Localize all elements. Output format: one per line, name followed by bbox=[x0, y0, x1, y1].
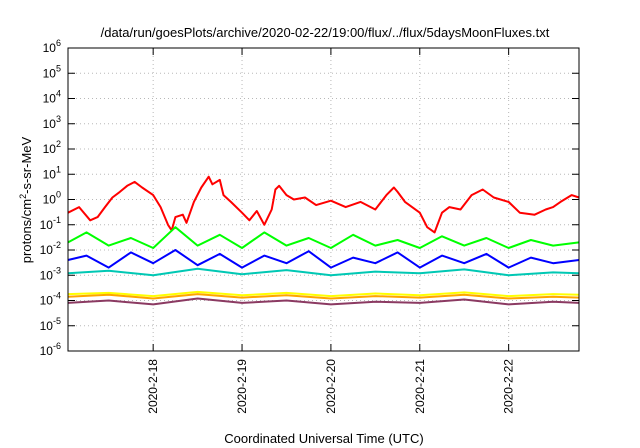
series-line-7 bbox=[67, 297, 580, 306]
series-line-3 bbox=[67, 249, 580, 269]
y-tick-label: 10-2 bbox=[40, 240, 61, 257]
series-line-4 bbox=[67, 267, 580, 277]
y-tick-label: 104 bbox=[43, 89, 61, 106]
series-group bbox=[67, 175, 580, 306]
x-tick-label: 2020-2-20 bbox=[324, 359, 338, 414]
x-tick-label: 2020-2-22 bbox=[502, 359, 516, 414]
x-axis-label: Coordinated Universal Time (UTC) bbox=[224, 431, 423, 446]
y-axis-ticks: 10-6 10-5 10-4 10-3 10-2 10-1 100 101 102 103 104 1… bbox=[40, 38, 579, 358]
x-tick-label: 2020-2-19 bbox=[235, 359, 249, 414]
chart-title: /data/run/goesPlots/archive/2020-02-22/1… bbox=[101, 25, 550, 40]
y-tick-label: 10-1 bbox=[40, 215, 61, 232]
y-tick-label: 10-4 bbox=[40, 291, 61, 308]
y-axis-label: protons/cm2-s-sr-MeV bbox=[18, 136, 34, 263]
y-tick-label: 10-5 bbox=[40, 316, 61, 333]
y-tick-label: 101 bbox=[43, 164, 61, 181]
x-tick-label: 2020-2-18 bbox=[146, 359, 160, 414]
x-axis-ticks: 2020-2-18 2020-2-19 2020-2-20 2020-2-21 2020… bbox=[146, 48, 516, 414]
y-tick-label: 10-6 bbox=[40, 341, 61, 358]
y-tick-label: 10-3 bbox=[40, 265, 61, 282]
series-line-1 bbox=[67, 175, 580, 234]
y-tick-label: 106 bbox=[43, 38, 61, 55]
y-tick-label: 103 bbox=[43, 114, 61, 131]
y-tick-label: 105 bbox=[43, 63, 61, 80]
x-tick-label: 2020-2-21 bbox=[413, 359, 427, 414]
y-tick-label: 100 bbox=[43, 190, 61, 207]
grid bbox=[68, 48, 579, 351]
series-line-2 bbox=[67, 226, 580, 249]
y-tick-label: 102 bbox=[43, 139, 61, 156]
series-line-6 bbox=[67, 293, 580, 300]
series-line-5 bbox=[67, 290, 580, 298]
